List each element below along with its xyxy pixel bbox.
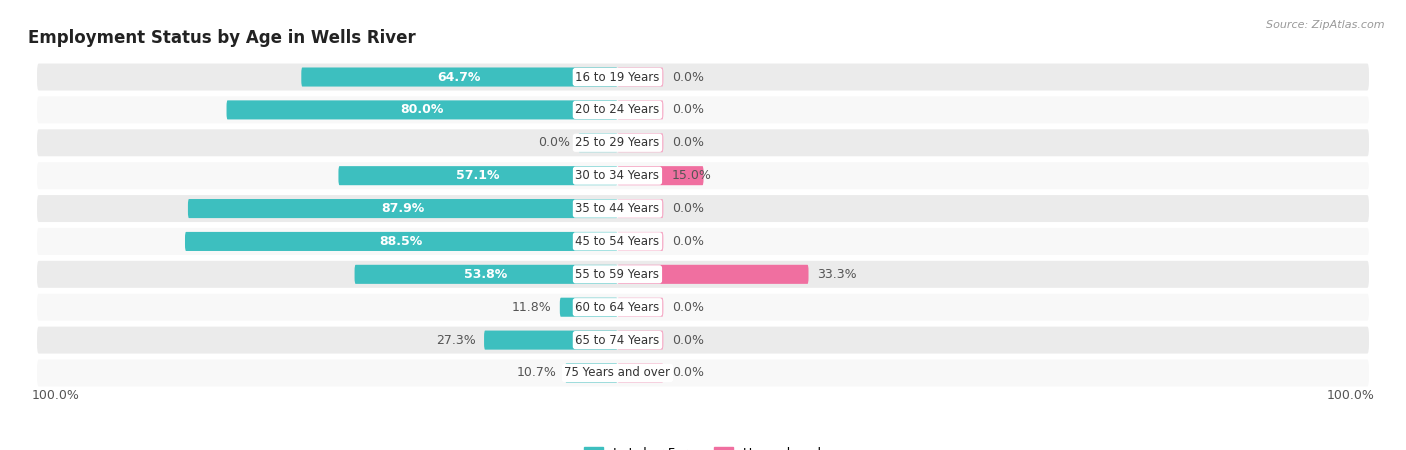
Text: 0.0%: 0.0% [672,202,704,215]
Text: 0.0%: 0.0% [672,136,704,149]
Text: 87.9%: 87.9% [381,202,425,215]
Text: Source: ZipAtlas.com: Source: ZipAtlas.com [1267,20,1385,30]
FancyBboxPatch shape [484,331,617,350]
FancyBboxPatch shape [37,195,1369,222]
Text: 64.7%: 64.7% [437,71,481,84]
Text: 100.0%: 100.0% [1327,389,1375,402]
FancyBboxPatch shape [37,360,1369,387]
Text: 80.0%: 80.0% [401,104,444,117]
FancyBboxPatch shape [617,68,664,86]
Text: 25 to 29 Years: 25 to 29 Years [575,136,659,149]
Text: 35 to 44 Years: 35 to 44 Years [575,202,659,215]
Text: 0.0%: 0.0% [672,71,704,84]
Text: 53.8%: 53.8% [464,268,508,281]
Text: 0.0%: 0.0% [672,301,704,314]
FancyBboxPatch shape [37,63,1369,90]
FancyBboxPatch shape [37,228,1369,255]
Text: 33.3%: 33.3% [817,268,856,281]
FancyBboxPatch shape [37,327,1369,354]
FancyBboxPatch shape [301,68,617,86]
Text: 88.5%: 88.5% [380,235,423,248]
FancyBboxPatch shape [37,162,1369,189]
FancyBboxPatch shape [617,265,808,284]
FancyBboxPatch shape [226,100,617,119]
FancyBboxPatch shape [560,298,617,317]
FancyBboxPatch shape [186,232,617,251]
FancyBboxPatch shape [617,331,664,350]
Text: 27.3%: 27.3% [436,333,475,346]
FancyBboxPatch shape [617,133,664,152]
FancyBboxPatch shape [617,100,664,119]
Text: 100.0%: 100.0% [31,389,79,402]
Text: 55 to 59 Years: 55 to 59 Years [575,268,659,281]
FancyBboxPatch shape [37,129,1369,156]
Text: 11.8%: 11.8% [512,301,551,314]
FancyBboxPatch shape [37,96,1369,123]
Text: 0.0%: 0.0% [672,333,704,346]
FancyBboxPatch shape [617,364,664,382]
FancyBboxPatch shape [578,133,617,152]
Text: 0.0%: 0.0% [672,104,704,117]
FancyBboxPatch shape [37,294,1369,321]
Legend: In Labor Force, Unemployed: In Labor Force, Unemployed [579,442,827,450]
FancyBboxPatch shape [617,232,664,251]
Text: 10.7%: 10.7% [517,366,557,379]
Text: 0.0%: 0.0% [537,136,569,149]
Text: 75 Years and over: 75 Years and over [564,366,671,379]
Text: 16 to 19 Years: 16 to 19 Years [575,71,659,84]
Text: 60 to 64 Years: 60 to 64 Years [575,301,659,314]
Text: 57.1%: 57.1% [456,169,499,182]
FancyBboxPatch shape [617,199,664,218]
FancyBboxPatch shape [565,364,617,382]
Text: 0.0%: 0.0% [672,366,704,379]
Text: Employment Status by Age in Wells River: Employment Status by Age in Wells River [28,29,416,47]
FancyBboxPatch shape [617,166,703,185]
FancyBboxPatch shape [188,199,617,218]
Text: 20 to 24 Years: 20 to 24 Years [575,104,659,117]
FancyBboxPatch shape [339,166,617,185]
Text: 65 to 74 Years: 65 to 74 Years [575,333,659,346]
FancyBboxPatch shape [354,265,617,284]
FancyBboxPatch shape [617,298,664,317]
Text: 30 to 34 Years: 30 to 34 Years [575,169,659,182]
Text: 0.0%: 0.0% [672,235,704,248]
Text: 15.0%: 15.0% [672,169,711,182]
Text: 45 to 54 Years: 45 to 54 Years [575,235,659,248]
FancyBboxPatch shape [37,261,1369,288]
